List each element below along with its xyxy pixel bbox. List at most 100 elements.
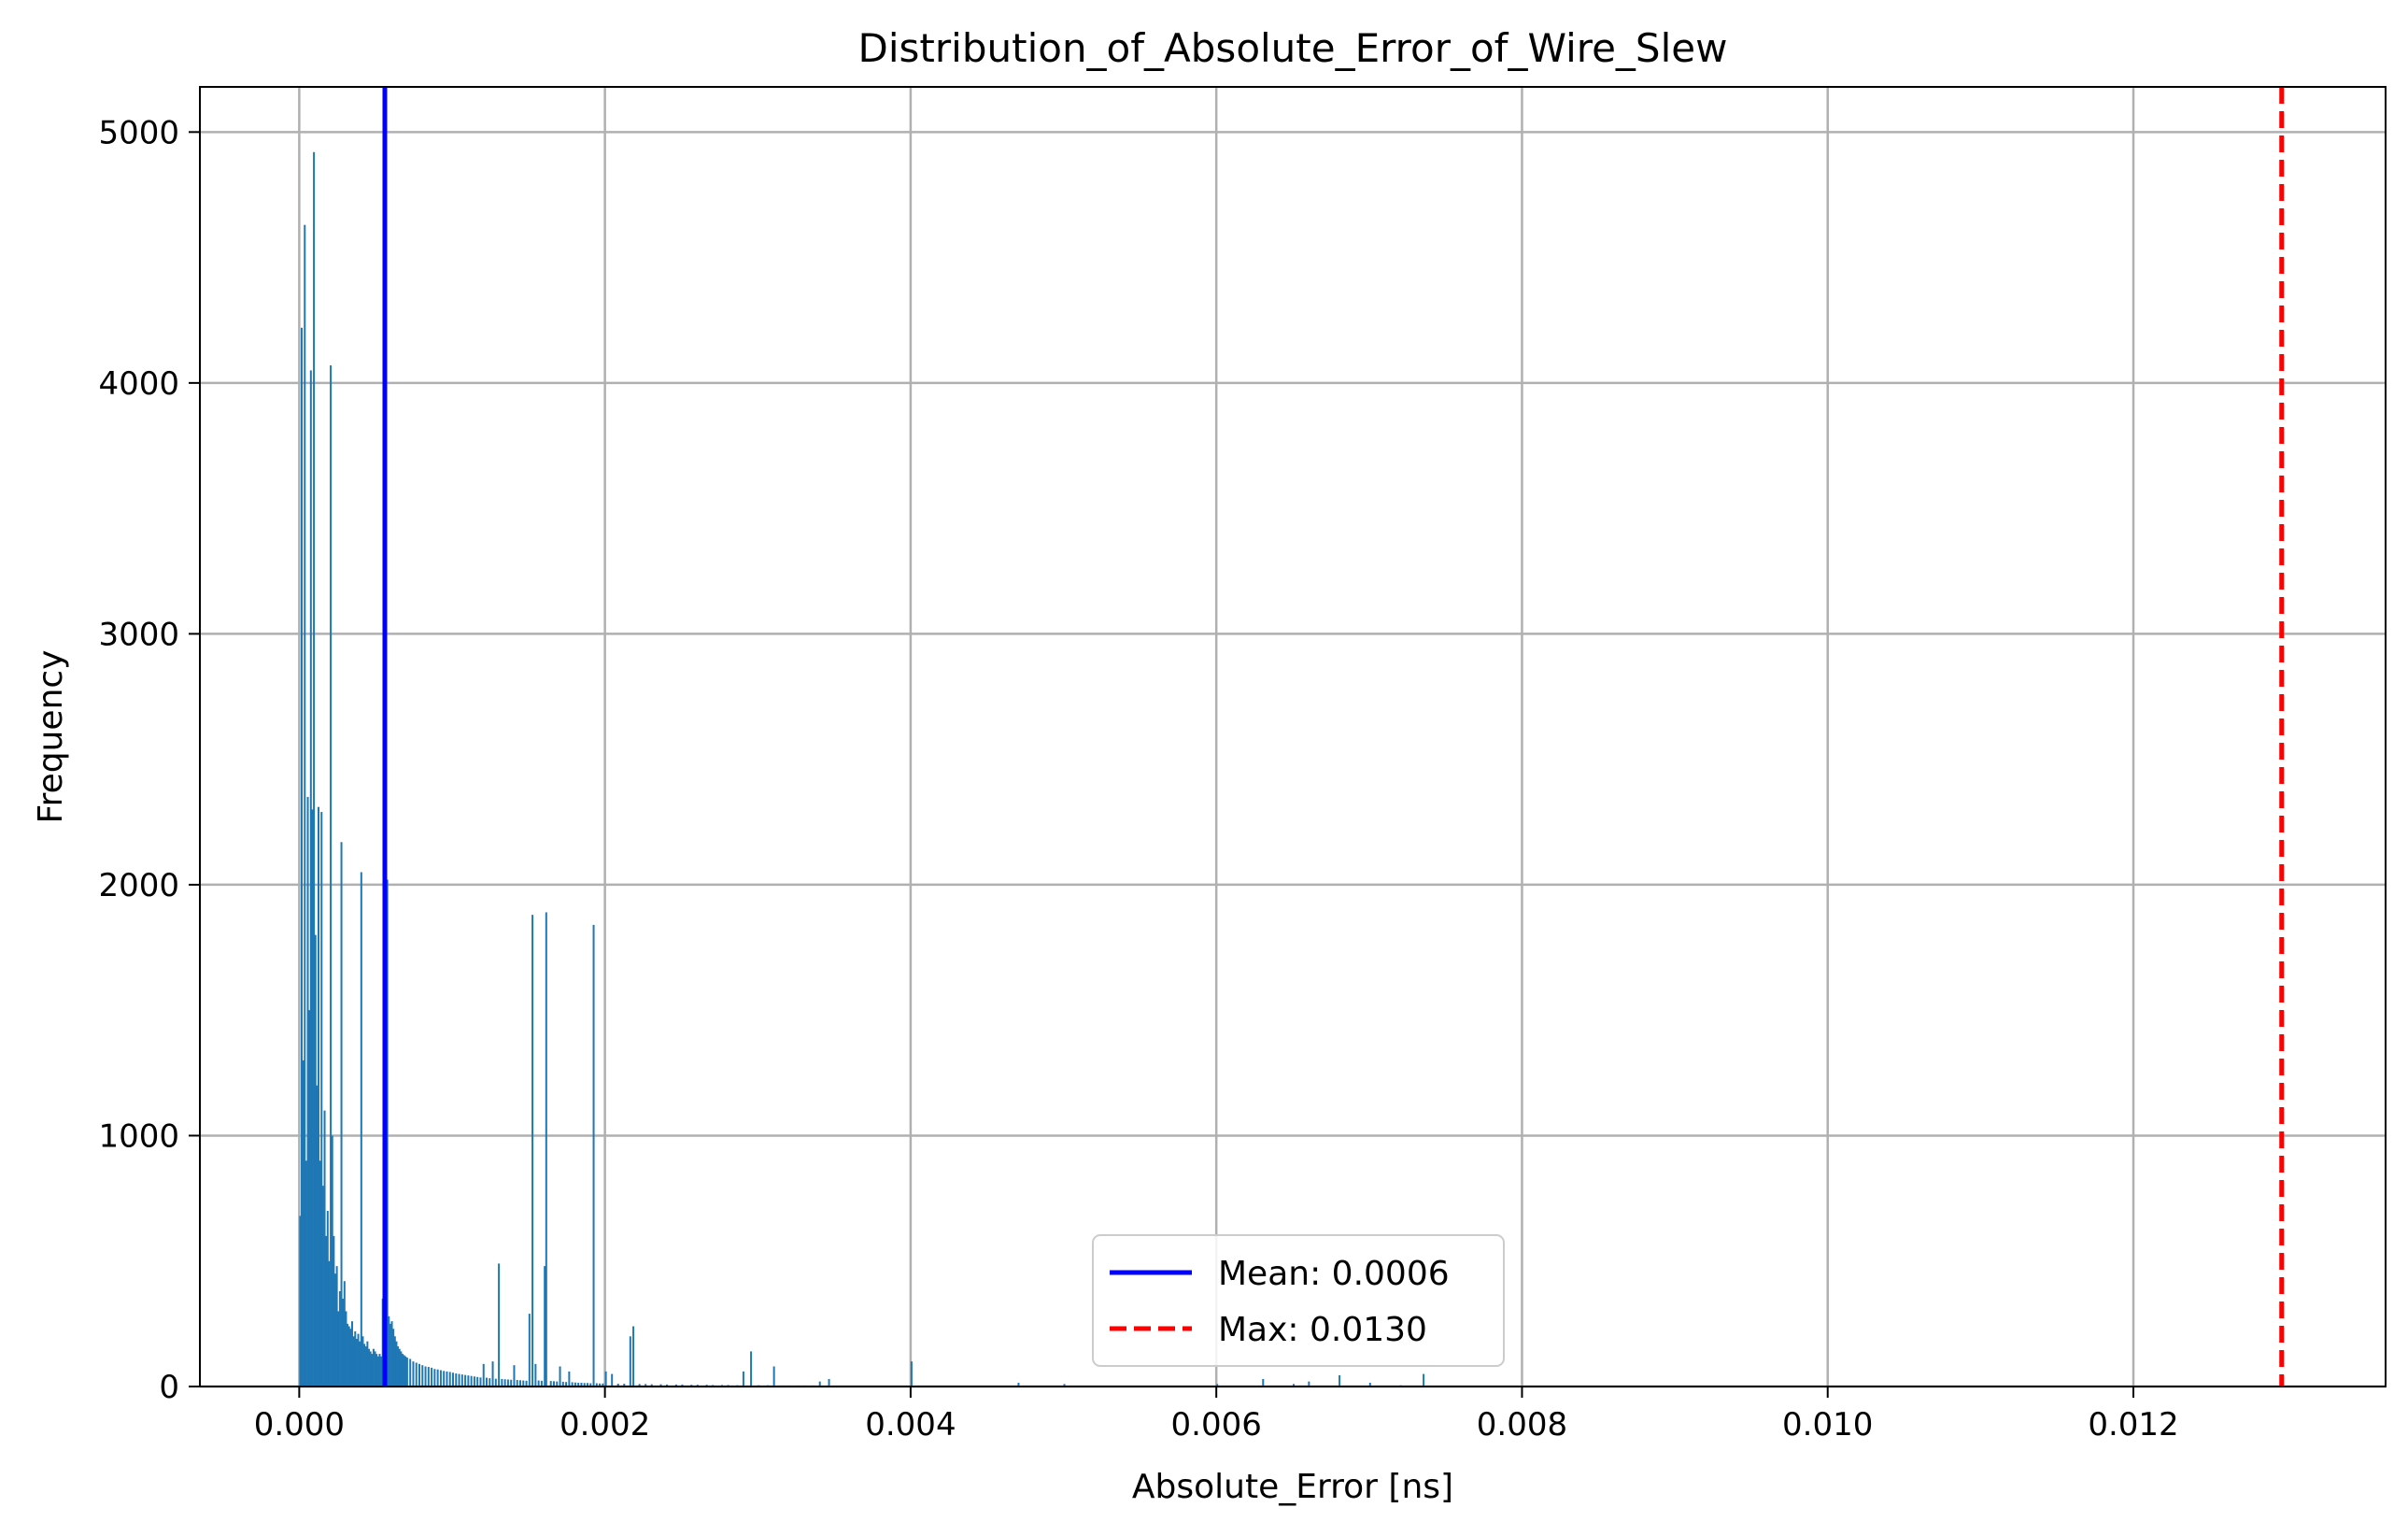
histogram-bar: [1368, 1382, 1371, 1387]
histogram-bar: [611, 1373, 614, 1387]
histogram-bar: [772, 1366, 775, 1387]
histogram-bar: [342, 1299, 345, 1387]
histogram-bar: [443, 1371, 446, 1387]
histogram-bar: [559, 1366, 561, 1387]
histogram-bar: [388, 1316, 390, 1387]
histogram-bar: [1339, 1374, 1341, 1387]
histogram-bar: [470, 1375, 473, 1387]
histogram-bar: [506, 1379, 509, 1387]
histogram-bar: [320, 812, 323, 1387]
histogram-bar: [464, 1374, 467, 1387]
histogram-bar: [522, 1380, 525, 1387]
histogram-bar: [421, 1365, 424, 1387]
histogram-bar: [309, 370, 312, 1387]
histogram-bar: [374, 1351, 376, 1387]
histogram-bar: [415, 1362, 418, 1387]
histogram-bar: [528, 1314, 531, 1387]
histogram-bar: [347, 1323, 349, 1387]
histogram-bar: [577, 1382, 580, 1387]
histogram-bar: [681, 1384, 684, 1387]
histogram-bar: [583, 1383, 586, 1387]
legend-label: Mean: 0.0006: [1218, 1255, 1450, 1293]
histogram-bar: [418, 1363, 420, 1387]
histogram-bar: [587, 1383, 588, 1387]
histogram-bar: [330, 365, 333, 1387]
y-tick-label: 5000: [98, 114, 179, 151]
chart-title: Distribution_of_Absolute_Error_of_Wire_S…: [858, 25, 1728, 71]
histogram-bar: [486, 1377, 488, 1387]
histogram-bar: [580, 1382, 583, 1387]
histogram-bar: [368, 1348, 370, 1387]
histogram-bar: [537, 1380, 540, 1387]
histogram-bar: [828, 1378, 830, 1387]
x-tick-label: 0.012: [2088, 1406, 2178, 1444]
histogram-bar: [405, 1358, 408, 1387]
histogram-bar: [299, 1216, 302, 1387]
histogram-bar: [910, 1361, 913, 1387]
histogram-bar: [323, 1110, 326, 1387]
histogram-bar: [398, 1348, 401, 1387]
histogram-bar: [455, 1373, 458, 1387]
histogram-bar: [424, 1366, 427, 1387]
histogram-bar: [534, 1363, 537, 1387]
y-tick-label: 4000: [98, 365, 179, 403]
x-tick-label: 0.006: [1171, 1406, 1262, 1444]
histogram-bar: [359, 1341, 361, 1387]
histogram-bar: [644, 1384, 647, 1387]
histogram-bar: [302, 1060, 305, 1387]
histogram-bar: [386, 879, 389, 1387]
histogram-bar: [589, 1383, 592, 1387]
y-tick-label: 2000: [98, 867, 179, 904]
histogram-bar: [354, 1330, 357, 1387]
histogram-bar: [335, 1266, 338, 1387]
histogram-bar: [544, 1266, 546, 1387]
histogram-bar: [308, 1010, 311, 1387]
histogram-bar: [629, 1336, 631, 1387]
histogram-bar: [503, 1379, 506, 1387]
histogram-bar: [616, 1384, 619, 1387]
histogram-bar: [331, 1135, 333, 1387]
histogram-bar: [304, 224, 306, 1387]
histogram-bar: [604, 1371, 607, 1387]
histogram-bar: [392, 1329, 395, 1387]
histogram-bar: [489, 1378, 491, 1387]
histogram-bar: [319, 1160, 321, 1387]
histogram-bar: [337, 1311, 340, 1387]
y-tick-label: 1000: [98, 1117, 179, 1155]
x-tick-label: 0.000: [254, 1406, 345, 1444]
histogram-bar: [325, 1235, 328, 1387]
histogram-bar: [638, 1384, 641, 1387]
histogram-bar: [458, 1373, 460, 1387]
histogram-bar: [482, 1363, 485, 1387]
histogram-bar: [519, 1380, 521, 1387]
histogram-bar: [328, 1260, 331, 1387]
histogram-bar: [433, 1369, 436, 1387]
histogram-bar: [409, 1358, 412, 1387]
histogram-bar: [1063, 1384, 1066, 1387]
histogram-bar: [427, 1367, 430, 1387]
histogram-bar: [380, 1356, 383, 1387]
histogram-bar: [318, 806, 319, 1387]
histogram-bar: [436, 1369, 439, 1387]
histogram-bar: [565, 1382, 568, 1387]
histogram-bar: [313, 151, 316, 1387]
histogram-bar: [402, 1354, 404, 1387]
histogram-bar: [338, 1290, 341, 1387]
histogram-bar: [674, 1384, 677, 1387]
histogram-bar: [623, 1384, 626, 1387]
histogram-bar: [556, 1381, 559, 1387]
histogram-bar: [545, 912, 547, 1387]
histogram-bar: [742, 1371, 744, 1387]
histogram-bar: [397, 1346, 400, 1387]
histogram-bar: [568, 1371, 571, 1387]
histogram-bar: [510, 1379, 513, 1387]
histogram-bar: [540, 1380, 543, 1387]
histogram-bar: [525, 1380, 528, 1387]
histogram-bar: [1017, 1382, 1020, 1387]
x-tick-label: 0.010: [1782, 1406, 1873, 1444]
histogram-bar: [479, 1377, 482, 1387]
histogram-bar: [592, 924, 595, 1387]
histogram-bar: [531, 915, 534, 1387]
x-tick-label: 0.008: [1477, 1406, 1567, 1444]
